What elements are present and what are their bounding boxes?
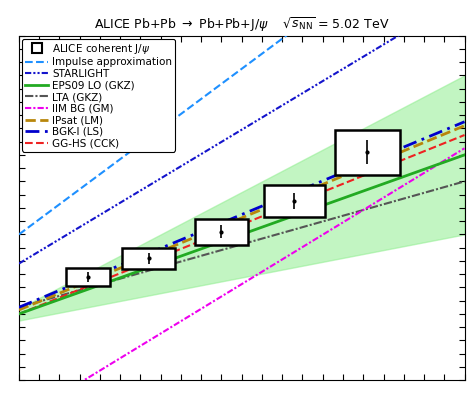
Title: ALICE Pb+Pb $\rightarrow$ Pb+Pb+J/$\psi$    $\sqrt{s_{\rm NN}}$ = 5.02 TeV: ALICE Pb+Pb $\rightarrow$ Pb+Pb+J/$\psi$… [94,15,390,34]
Bar [335,130,400,175]
Bar [122,248,175,269]
Bar [264,185,325,217]
Bar [195,219,248,245]
Legend: ALICE coherent J/$\psi$, Impulse approximation, STARLIGHT, EPS09 LO (GKZ), LTA (: ALICE coherent J/$\psi$, Impulse approxi… [22,39,175,152]
Bar [65,268,110,286]
